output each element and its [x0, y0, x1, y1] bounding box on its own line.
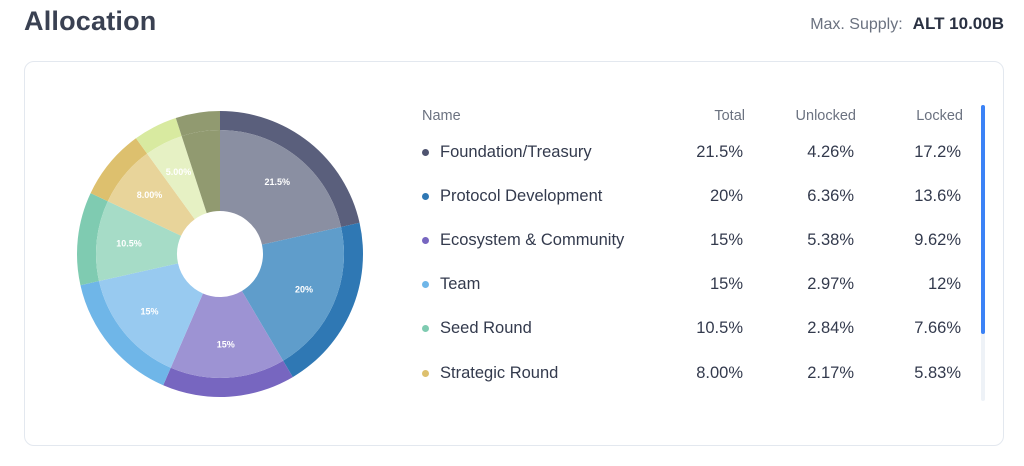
- row-unlocked: 2.84%: [807, 319, 854, 338]
- donut-slice-label: 15%: [140, 307, 158, 317]
- row-name-label: Seed Round: [440, 319, 532, 338]
- row-total: 15%: [709, 275, 743, 294]
- donut-slice-label: 20%: [295, 285, 313, 295]
- max-supply-value: ALT 10.00B: [912, 14, 1004, 33]
- row-name: Seed Round: [420, 319, 675, 338]
- legend-dot: [422, 369, 429, 377]
- row-unlocked: 2.17%: [807, 363, 854, 382]
- donut-slice-outer[interactable]: [220, 111, 360, 227]
- row-name-label: Strategic Round: [440, 363, 559, 382]
- donut-slice-outer[interactable]: [77, 193, 108, 286]
- col-name-header: Name: [422, 108, 461, 124]
- row-total: 15%: [709, 230, 743, 249]
- legend-dot: [422, 192, 429, 200]
- max-supply-label: Max. Supply:: [810, 16, 903, 33]
- donut-slice-label: 10.5%: [116, 238, 142, 248]
- row-locked: 17.2%: [914, 142, 961, 161]
- row-name-label: Foundation/Treasury: [440, 142, 592, 161]
- table-row: Protocol Development 20% 6.36% 13.6%: [420, 174, 980, 218]
- donut-slice-label: 8.00%: [137, 190, 163, 200]
- donut-slice[interactable]: [241, 226, 344, 361]
- row-name: Team: [420, 275, 675, 294]
- row-name: Ecosystem & Community: [420, 231, 675, 250]
- donut-slice[interactable]: [98, 263, 203, 368]
- row-locked: 5.83%: [914, 363, 961, 382]
- allocation-table: Name Total Unlocked Locked Foundation/Tr…: [420, 102, 980, 395]
- legend-dot: [422, 148, 429, 156]
- col-locked-header: Locked: [916, 108, 963, 124]
- donut-slice[interactable]: [170, 291, 284, 378]
- table-row: Seed Round 10.5% 2.84% 7.66%: [420, 307, 980, 351]
- row-name-label: Ecosystem & Community: [440, 230, 625, 249]
- row-locked: 9.62%: [914, 230, 961, 249]
- donut-slice-outer[interactable]: [80, 281, 171, 386]
- row-unlocked: 4.26%: [807, 142, 854, 161]
- row-unlocked: 2.97%: [807, 275, 854, 294]
- row-name: Foundation/Treasury: [420, 143, 675, 162]
- row-unlocked: 6.36%: [807, 186, 854, 205]
- col-total-header: Total: [714, 108, 745, 124]
- legend-dot: [422, 325, 429, 333]
- donut-slice[interactable]: [147, 136, 207, 220]
- row-total: 10.5%: [696, 319, 743, 338]
- table-row: Ecosystem & Community 15% 5.38% 9.62%: [420, 218, 980, 262]
- table-row: Strategic Round 8.00% 2.17% 5.83%: [420, 351, 980, 395]
- row-locked: 12%: [927, 275, 961, 294]
- donut-slice-outer[interactable]: [90, 138, 148, 202]
- max-supply: Max. Supply: ALT 10.00B: [810, 14, 1004, 34]
- row-name: Strategic Round: [420, 364, 675, 383]
- row-name-label: Protocol Development: [440, 186, 603, 205]
- row-name-label: Team: [440, 275, 481, 294]
- row-total: 20%: [709, 186, 743, 205]
- allocation-donut-chart: 21.5% 20% 15% 15% 10.5% 8.00% 5.00%: [77, 111, 363, 398]
- table-body: Foundation/Treasury 21.5% 4.26% 17.2% Protoc…: [420, 130, 980, 395]
- donut-slice-outer[interactable]: [175, 111, 220, 137]
- row-total: 8.00%: [696, 363, 743, 382]
- legend-dot: [422, 236, 429, 244]
- donut-slice-label: 21.5%: [264, 177, 290, 187]
- donut-slice-outer[interactable]: [283, 222, 363, 378]
- col-unlocked-header: Unlocked: [795, 108, 856, 124]
- donut-slice-label: 5.00%: [166, 167, 192, 177]
- donut-slice[interactable]: [181, 130, 220, 214]
- donut-slice[interactable]: [107, 153, 195, 236]
- table-row: Foundation/Treasury 21.5% 4.26% 17.2%: [420, 130, 980, 174]
- row-locked: 13.6%: [914, 186, 961, 205]
- scrollbar[interactable]: [981, 105, 985, 401]
- donut-slice-outer[interactable]: [135, 117, 182, 154]
- row-locked: 7.66%: [914, 319, 961, 338]
- row-unlocked: 5.38%: [807, 230, 854, 249]
- row-total: 21.5%: [696, 142, 743, 161]
- donut-slice[interactable]: [96, 201, 182, 282]
- allocation-card: 21.5% 20% 15% 15% 10.5% 8.00% 5.00% Name Total…: [24, 61, 1004, 446]
- table-row: Team 15% 2.97% 12%: [420, 263, 980, 307]
- scrollbar-thumb[interactable]: [981, 105, 985, 334]
- donut-slice[interactable]: [220, 130, 342, 245]
- legend-dot: [422, 281, 429, 289]
- donut-slice-outer[interactable]: [163, 360, 293, 398]
- table-header: Name Total Unlocked Locked: [420, 102, 980, 130]
- page-title: Allocation: [24, 6, 157, 36]
- donut-slice-label: 15%: [217, 340, 235, 350]
- row-name: Protocol Development: [420, 187, 675, 206]
